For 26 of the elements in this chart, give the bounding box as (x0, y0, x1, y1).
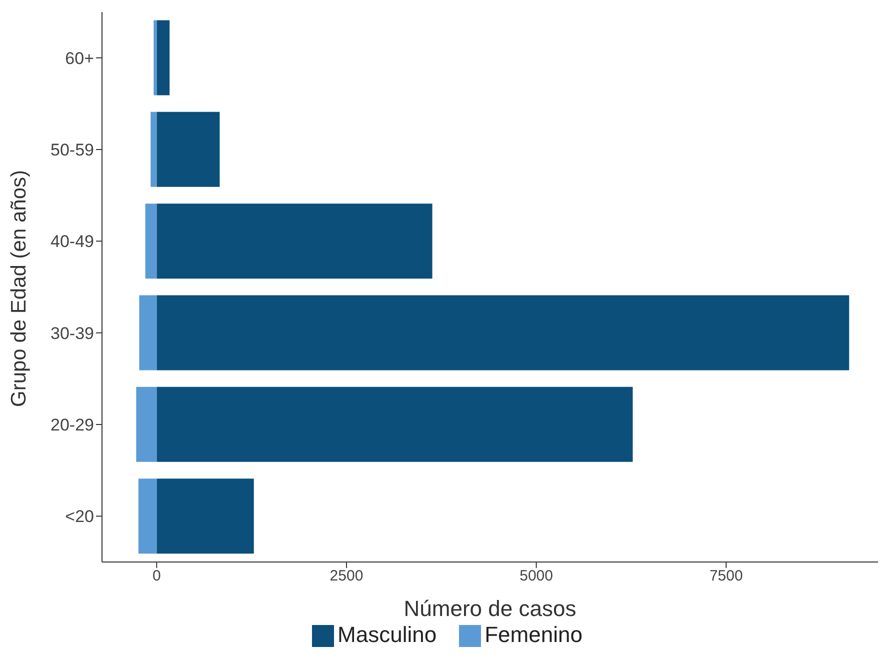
x-tick-label: 0 (152, 568, 161, 585)
bar (156, 112, 220, 187)
y-tick-label: 60+ (65, 48, 94, 68)
bar (156, 478, 254, 554)
x-tick-label: 7500 (709, 568, 743, 585)
bar (154, 20, 157, 96)
y-tick-label: 20-29 (50, 416, 94, 435)
bar (156, 20, 170, 96)
bar (156, 386, 633, 462)
y-tick-label: 50-59 (50, 140, 94, 160)
x-tick-label: 2500 (330, 568, 364, 585)
legend-label: Femenino (484, 622, 582, 647)
legend-label: Masculino (338, 622, 437, 647)
bar (136, 386, 157, 462)
y-axis-title: Grupo de Edad (en años) (7, 170, 30, 407)
y-tick-label: 40-49 (50, 232, 94, 252)
x-tick-label: 5000 (520, 568, 554, 585)
bar (156, 204, 432, 279)
y-tick-label: <20 (65, 507, 94, 526)
y-tick-label: 30-39 (50, 324, 94, 343)
bar (150, 112, 157, 187)
bar (145, 204, 157, 279)
bar (156, 295, 850, 370)
x-axis-title: Número de casos (404, 596, 576, 621)
bar (139, 295, 157, 370)
bar (138, 478, 157, 554)
